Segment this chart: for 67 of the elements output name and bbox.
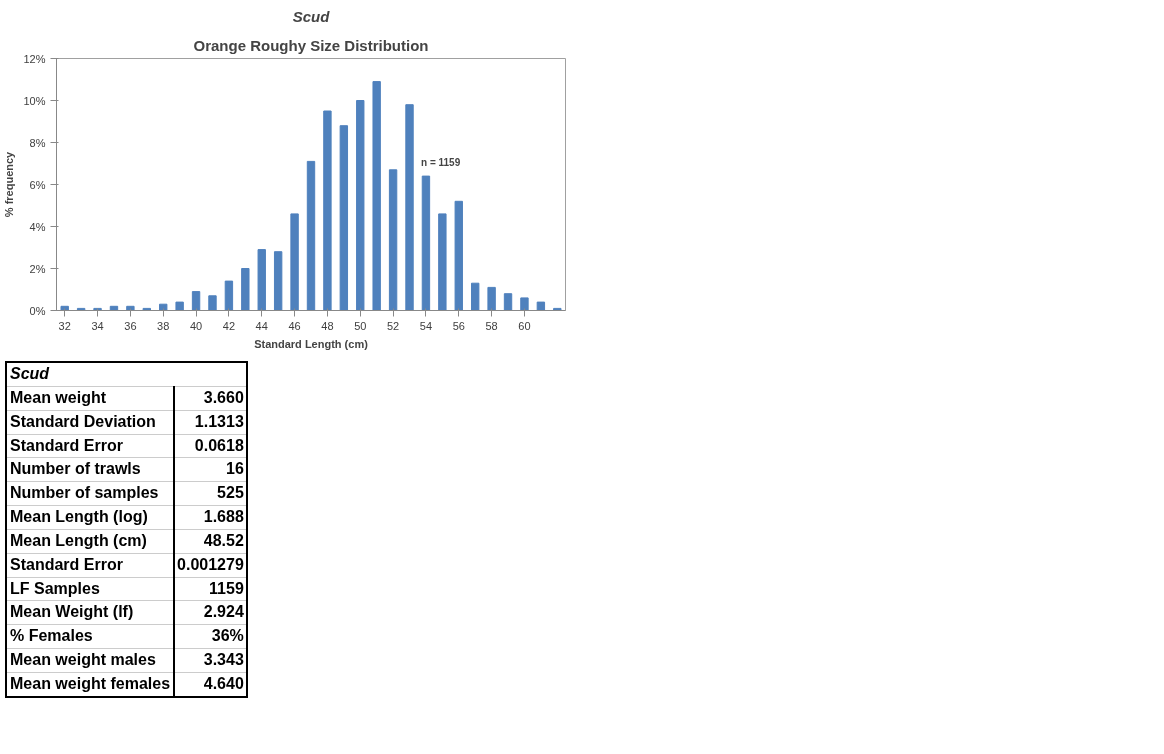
bar bbox=[339, 125, 349, 311]
bar bbox=[471, 282, 480, 311]
bar bbox=[191, 291, 201, 311]
x-tick-label: 60 bbox=[518, 319, 531, 332]
bar bbox=[388, 169, 398, 311]
text: Mean Length (cm) 48.52 bbox=[10, 531, 244, 549]
x-axis-title: Standard Length (cm) bbox=[254, 337, 369, 350]
bar bbox=[421, 175, 431, 311]
y-tick-label: 8% bbox=[29, 136, 46, 149]
y-tick-label: 10% bbox=[23, 94, 46, 107]
bar bbox=[126, 305, 135, 311]
x-tick-label: 52 bbox=[386, 319, 400, 332]
chart-title: Scud bbox=[292, 7, 331, 25]
x-tick-label: 36 bbox=[124, 319, 137, 332]
x-tick-label: 34 bbox=[91, 319, 104, 332]
bar bbox=[520, 297, 529, 311]
bar bbox=[257, 249, 266, 311]
bar bbox=[306, 160, 316, 311]
text: Number of trawls 16 bbox=[10, 460, 244, 478]
bar bbox=[159, 303, 168, 311]
text: Scud bbox=[6, 362, 247, 387]
bar bbox=[356, 100, 365, 311]
bar bbox=[536, 301, 546, 311]
text: Mean Length (log) 1.688 bbox=[10, 508, 244, 526]
bar bbox=[438, 213, 447, 311]
y-tick-label: 4% bbox=[29, 220, 46, 233]
bar bbox=[60, 305, 69, 311]
y-tick-label: 2% bbox=[29, 262, 46, 275]
text: Mean weight females 4.640 bbox=[10, 674, 244, 692]
x-tick-label: 44 bbox=[255, 319, 268, 332]
bar bbox=[241, 268, 250, 311]
bar bbox=[323, 110, 332, 311]
text: Mean Weight (lf) 2.924 bbox=[10, 603, 244, 621]
x-tick-label: 42 bbox=[222, 319, 236, 332]
text: Standard Error 0.001279 bbox=[10, 555, 244, 573]
x-tick-label: 54 bbox=[419, 319, 433, 332]
bar bbox=[224, 280, 234, 311]
text: Mean weight males 3.343 bbox=[10, 651, 244, 669]
x-tick-label: 50 bbox=[354, 319, 367, 332]
x-tick-label: 32 bbox=[58, 319, 71, 332]
bar bbox=[454, 200, 463, 311]
bar bbox=[372, 81, 381, 311]
bar bbox=[273, 251, 283, 311]
y-tick-label: 12% bbox=[23, 52, 46, 65]
bar bbox=[487, 286, 496, 311]
bar bbox=[290, 213, 299, 311]
text: LF Samples 1159 bbox=[10, 579, 244, 597]
x-tick-label: 46 bbox=[288, 319, 301, 332]
text: Mean weight 3.660 bbox=[10, 388, 244, 406]
bar bbox=[208, 295, 217, 311]
x-tick-label: 48 bbox=[321, 319, 334, 332]
x-tick-label: 40 bbox=[189, 319, 203, 332]
x-tick-label: 38 bbox=[157, 319, 170, 332]
chart-subtitle: Orange Roughy Size Distribution bbox=[193, 36, 429, 54]
x-tick-label: 58 bbox=[485, 319, 498, 332]
bar bbox=[503, 293, 513, 311]
text: Standard Error 0.0618 bbox=[10, 436, 244, 454]
x-tick-label: 56 bbox=[452, 319, 465, 332]
y-tick-label: 6% bbox=[29, 178, 46, 191]
text: Standard Deviation 1.1313 bbox=[10, 412, 244, 430]
bar bbox=[405, 104, 414, 311]
text: % Females 36% bbox=[10, 627, 244, 645]
y-tick-label: 0% bbox=[29, 304, 46, 317]
bar bbox=[175, 301, 184, 311]
annotation: n = 1159 bbox=[421, 156, 461, 168]
y-axis-title: % frequency bbox=[3, 150, 16, 218]
text: Number of samples 525 bbox=[10, 484, 244, 502]
